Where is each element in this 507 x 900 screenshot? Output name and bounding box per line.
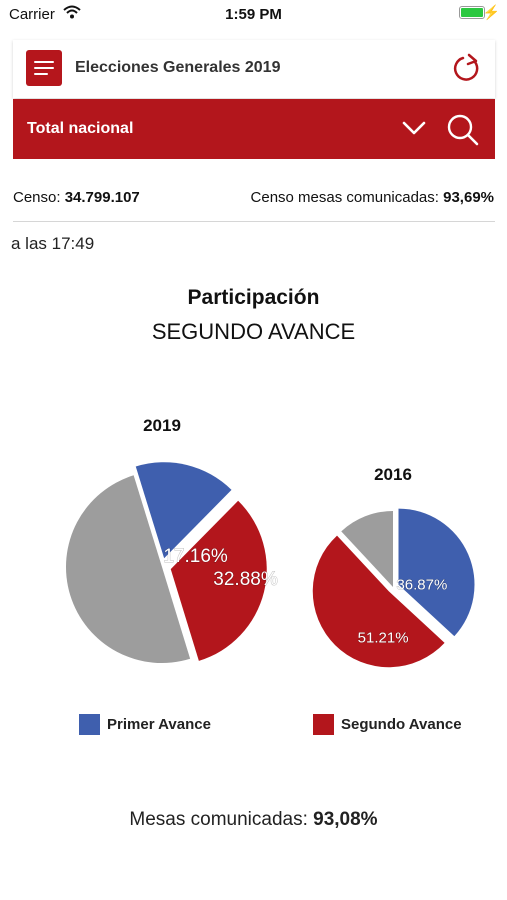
legend-swatch-segundo xyxy=(313,714,334,735)
status-bar: Carrier 1:59 PM ⚡ xyxy=(0,0,507,30)
censo-label: Censo: xyxy=(13,189,61,206)
legend-item-primer: Primer Avance xyxy=(79,714,211,735)
update-time: a las 17:49 xyxy=(11,234,95,253)
region-label: Total nacional xyxy=(27,120,134,137)
pie-slice-primer xyxy=(398,508,475,637)
search-icon[interactable] xyxy=(446,113,480,152)
legend-item-segundo: Segundo Avance xyxy=(313,714,462,735)
pie-data-label: 51.21% xyxy=(358,629,409,646)
censo-info: Censo: 34.799.107 xyxy=(13,189,140,206)
participation-subtitle: SEGUNDO AVANCE xyxy=(151,319,356,344)
pie-slice-rest xyxy=(341,511,393,587)
censo-value: 34.799.107 xyxy=(64,189,140,206)
pie-slice-segundo xyxy=(312,535,445,668)
mesas-value: 93,08% xyxy=(313,809,378,830)
page-title: Elecciones Generales 2019 xyxy=(75,59,281,76)
divider xyxy=(13,221,495,222)
pie-data-label: 32.88% xyxy=(213,569,278,590)
battery-icon xyxy=(459,6,485,19)
carrier-label: Carrier xyxy=(9,6,55,23)
participation-title: Participación xyxy=(187,286,320,309)
chart-title-2019: 2019 xyxy=(143,416,181,435)
chevron-down-icon[interactable] xyxy=(401,119,427,142)
mesas-label: Mesas comunicadas: xyxy=(129,809,308,830)
mesas-comunicadas: Mesas comunicadas: 93,08% xyxy=(0,809,507,831)
menu-button[interactable] xyxy=(26,50,62,86)
pie-slice-rest xyxy=(65,475,191,664)
legend-label-segundo: Segundo Avance xyxy=(341,716,462,733)
clock: 1:59 PM xyxy=(225,6,282,23)
wifi-icon xyxy=(63,5,81,24)
censo-mesas-value: 93,69% xyxy=(443,189,494,206)
pie-slice-primer xyxy=(135,462,232,559)
pie-slice-segundo xyxy=(170,500,267,661)
legend-swatch-primer xyxy=(79,714,100,735)
refresh-icon[interactable] xyxy=(451,52,481,89)
censo-mesas-label: Censo mesas comunicadas: xyxy=(250,189,439,206)
pie-data-label: 36.87% xyxy=(396,576,447,593)
chart-title-2016: 2016 xyxy=(374,465,412,484)
region-selector[interactable]: Total nacional xyxy=(13,99,495,159)
app-header: Elecciones Generales 2019 xyxy=(13,40,495,98)
pie-data-label: 17.16% xyxy=(163,546,228,567)
censo-mesas-info: Censo mesas comunicadas: 93,69% xyxy=(251,189,494,206)
charging-icon: ⚡ xyxy=(482,4,500,20)
participation-charts: 2019 17.16%32.88% 2016 36.87% 51.21% xyxy=(65,416,475,668)
legend-label-primer: Primer Avance xyxy=(107,716,211,733)
